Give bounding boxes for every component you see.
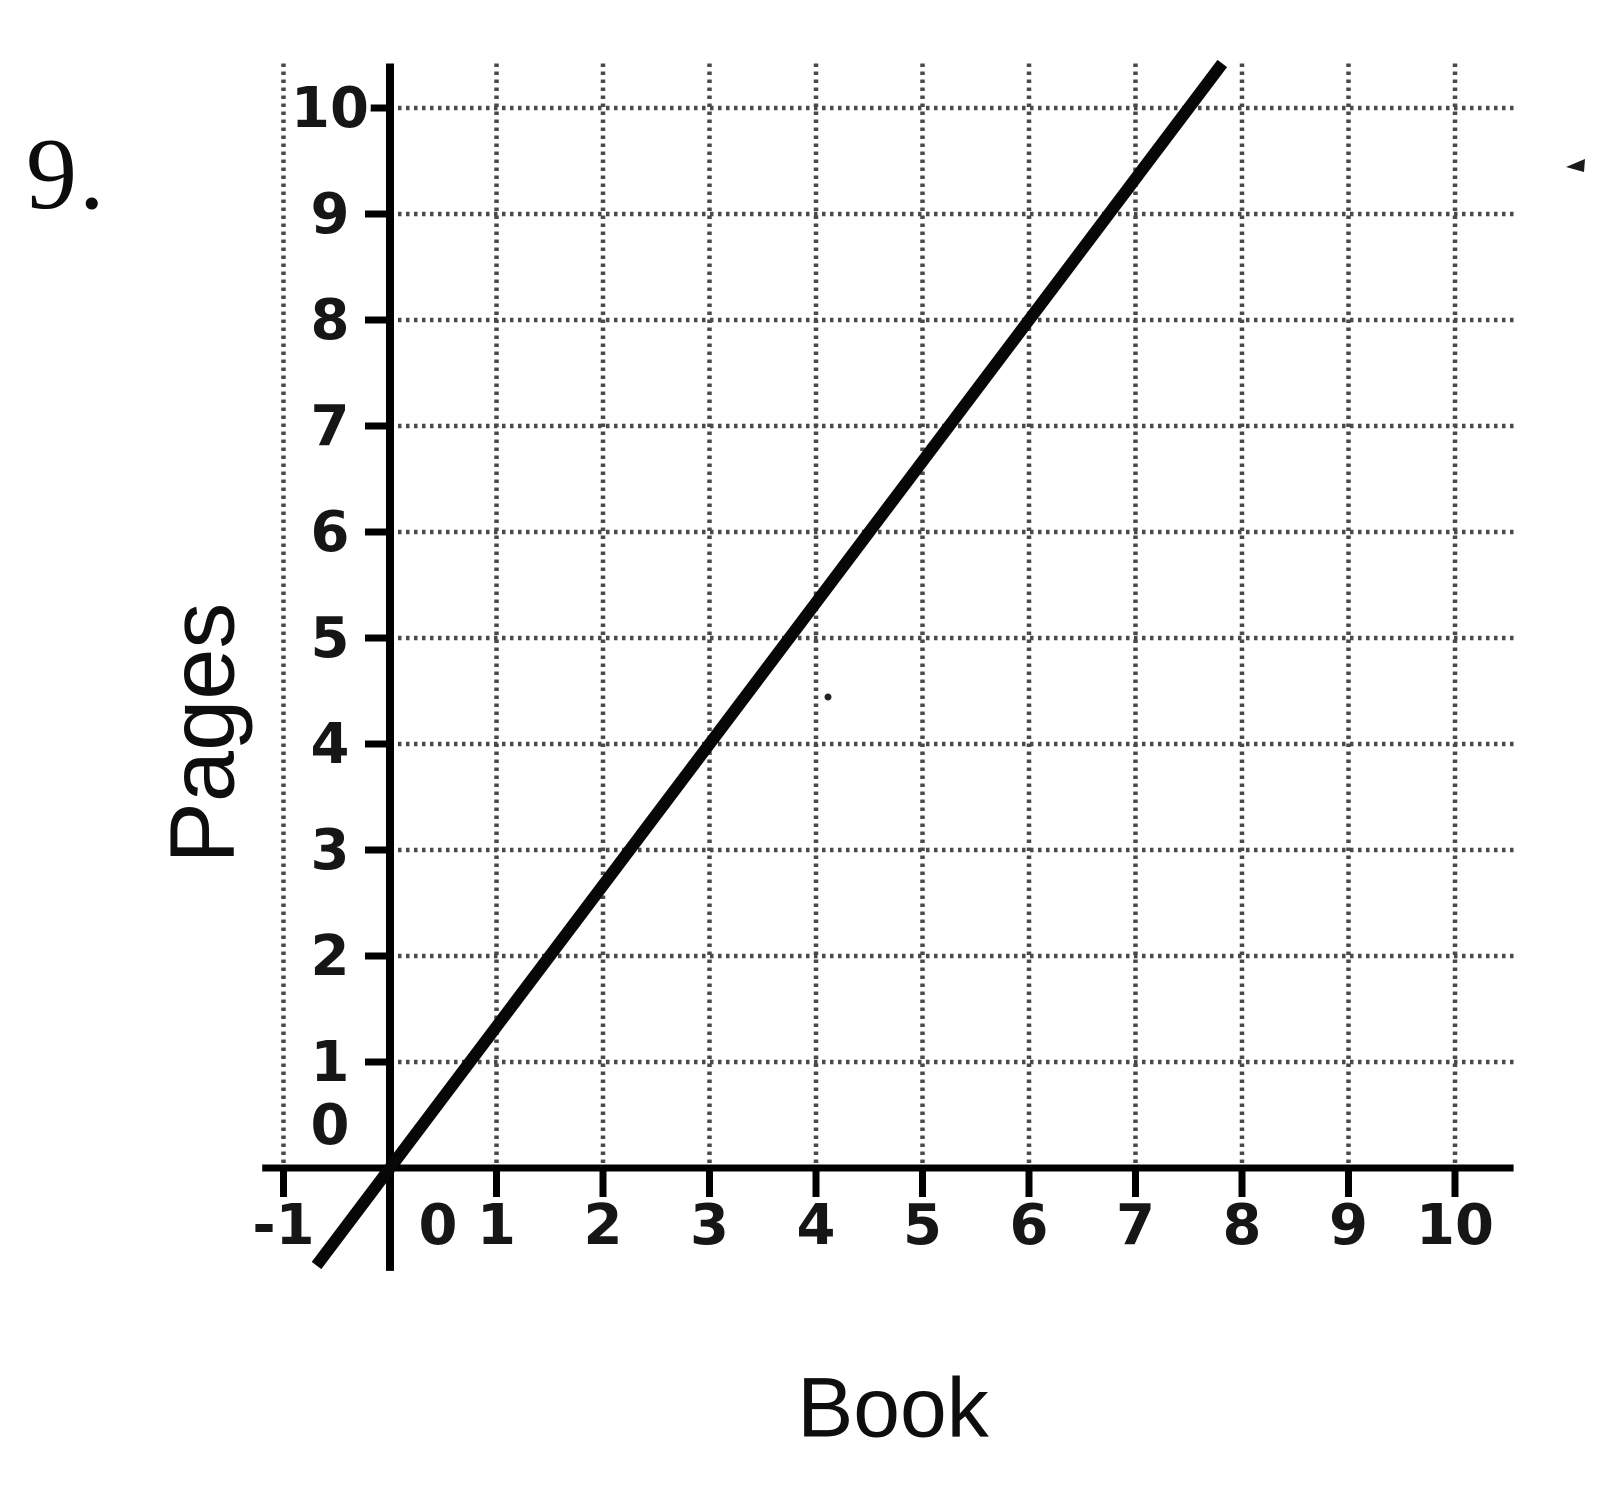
x-tick-label: 10: [1416, 1193, 1494, 1258]
y-tick-label: 4: [311, 712, 350, 777]
y-tick-label: 7: [311, 394, 350, 459]
x-tick-label: -1: [252, 1193, 314, 1258]
data-line: [311, 59, 1228, 1270]
x-tick-label: 1: [477, 1193, 516, 1258]
x-tick-label: 8: [1223, 1193, 1262, 1258]
y-tick-label: 10: [291, 76, 369, 141]
x-tick-label: 6: [1010, 1193, 1049, 1258]
y-tick-label: 6: [311, 500, 350, 565]
y-tick-label: 5: [311, 606, 350, 671]
y-tick-label: 8: [311, 288, 350, 353]
scan-artifact: [824, 693, 832, 701]
y-tick-label: 2: [311, 924, 350, 989]
x-tick-label: 4: [797, 1193, 836, 1258]
x-tick-label: 0: [419, 1193, 458, 1258]
x-tick-label: 7: [1116, 1193, 1155, 1258]
x-tick-label: 5: [903, 1193, 942, 1258]
y-tick-label: 9: [311, 182, 350, 247]
x-tick-label: 3: [690, 1193, 729, 1258]
y-tick-label: 0: [311, 1093, 350, 1158]
x-axis-title: Book: [797, 1360, 989, 1455]
question-number: 9.: [26, 118, 107, 231]
scan-artifact: [1566, 159, 1585, 172]
y-tick-label: 1: [311, 1030, 350, 1095]
y-tick-label: 3: [311, 818, 350, 883]
x-tick-label: 2: [584, 1193, 623, 1258]
x-tick-label: 9: [1329, 1193, 1368, 1258]
